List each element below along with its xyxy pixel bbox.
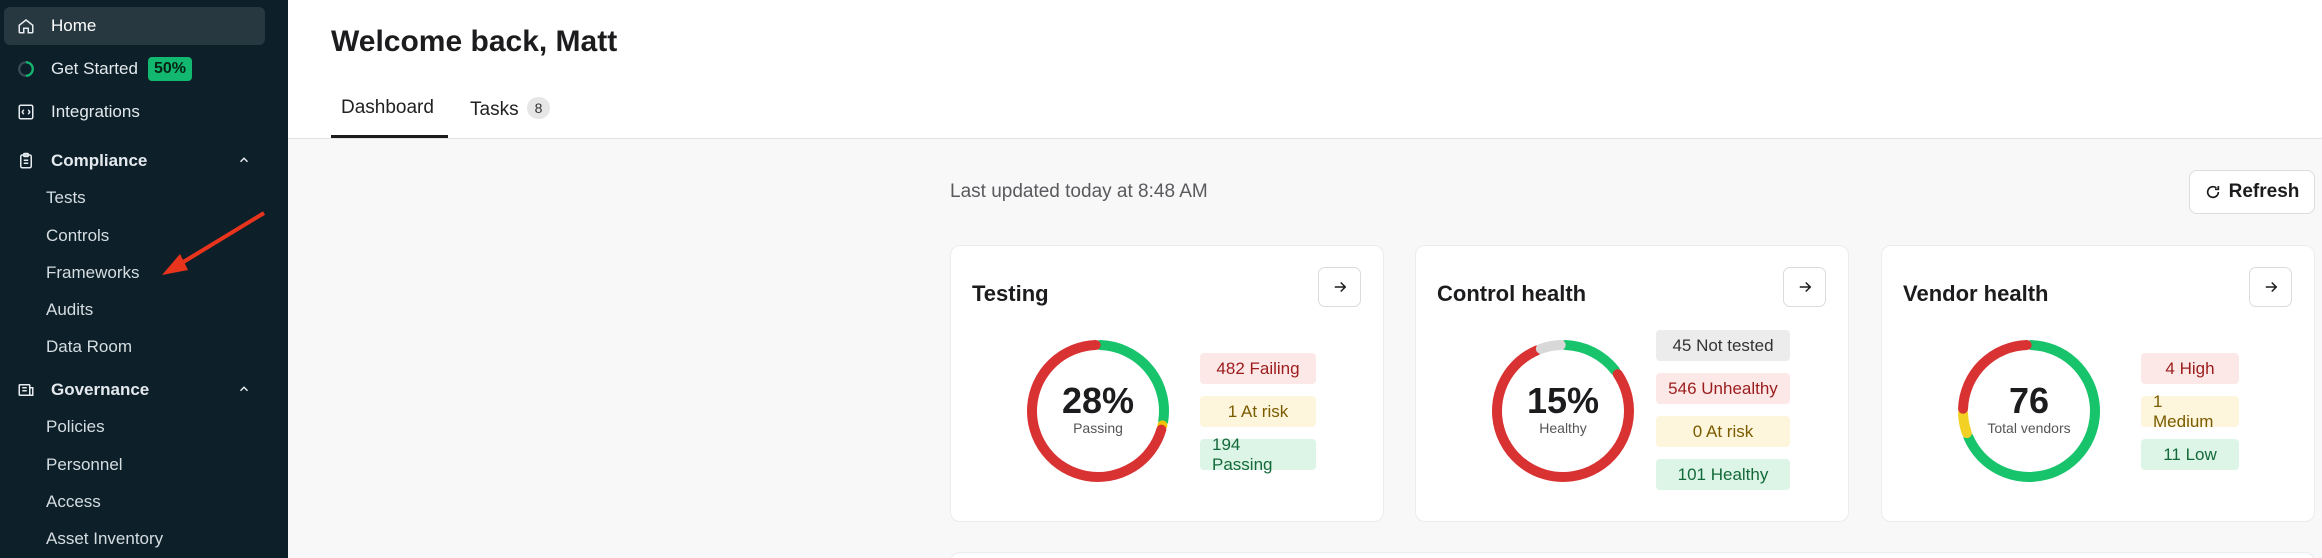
open-vendor-health-button[interactable] xyxy=(2249,267,2292,307)
status-badge-not-tested: 45 Not tested xyxy=(1656,330,1790,361)
control-health-donut-chart xyxy=(1492,340,1634,482)
sidebar-item-policies[interactable]: Policies xyxy=(46,417,105,436)
donut-segment-passing xyxy=(1095,340,1169,427)
sidebar-item-label: Get Started xyxy=(51,59,138,78)
last-updated-text: Last updated today at 8:48 AM xyxy=(950,181,1208,202)
arrow-right-icon xyxy=(2265,281,2277,293)
chevron-up-icon xyxy=(239,157,249,163)
sidebar-item-label: Home xyxy=(51,16,97,35)
sidebar-section-label: Compliance xyxy=(51,151,148,170)
sidebar-section-label: Governance xyxy=(51,380,150,399)
donut-label: Total vendors xyxy=(1987,420,2071,436)
status-badge-at-risk: 1 At risk xyxy=(1200,396,1316,427)
refresh-label: Refresh xyxy=(2228,181,2300,202)
status-badge-healthy: 101 Healthy xyxy=(1656,459,1790,490)
card-vendor-health: Vendor health 76 Total vendors 4 High 1 … xyxy=(1881,245,2315,522)
status-badge-unhealthy: 546 Unhealthy xyxy=(1656,373,1790,404)
donut-center: 28% Passing xyxy=(1023,380,1173,437)
sidebar-section-governance[interactable]: Governance xyxy=(4,371,265,409)
status-badge-at-risk: 0 At risk xyxy=(1656,416,1790,447)
arrow-right-icon xyxy=(1799,281,1811,293)
arrow-right-icon xyxy=(1334,281,1346,293)
donut-segment-healthy xyxy=(1560,340,1621,376)
sidebar-item-personnel[interactable]: Personnel xyxy=(46,455,123,474)
sidebar-item-data-room[interactable]: Data Room xyxy=(46,337,132,356)
home-icon xyxy=(17,17,35,35)
refresh-icon xyxy=(2206,185,2219,199)
sidebar-section-compliance[interactable]: Compliance xyxy=(4,142,265,180)
card-testing: Testing 28% Passing 482 Failing 1 At ris… xyxy=(950,245,1384,522)
chevron-up-icon xyxy=(239,386,249,392)
sidebar-item-home[interactable]: Home xyxy=(4,7,265,45)
progress-ring-icon xyxy=(17,60,35,78)
card-title: Control health xyxy=(1437,281,1587,306)
clipboard-icon xyxy=(17,152,35,170)
donut-label: Healthy xyxy=(1539,420,1587,436)
card-control-health: Control health 15% Healthy 45 Not tested… xyxy=(1415,245,1849,522)
tab-count-badge: 8 xyxy=(526,97,551,119)
card-title: Vendor health xyxy=(1903,281,2049,306)
open-testing-button[interactable] xyxy=(1318,267,1361,307)
status-badge-medium: 1 Medium xyxy=(2141,392,2239,431)
page-title: Welcome back, Matt xyxy=(331,25,618,58)
card-title: Testing xyxy=(972,281,1049,306)
sidebar-item-frameworks[interactable]: Frameworks xyxy=(46,263,140,282)
governance-icon xyxy=(17,381,35,399)
donut-value: 28% xyxy=(1061,380,1135,421)
progress-badge: 50% xyxy=(147,57,192,81)
status-badge-failing: 482 Failing xyxy=(1200,353,1316,384)
card-next-row xyxy=(950,552,2315,558)
sidebar-item-tests[interactable]: Tests xyxy=(46,188,86,207)
sidebar-item-audits[interactable]: Audits xyxy=(46,300,94,319)
refresh-button[interactable]: Refresh xyxy=(2189,170,2315,214)
sidebar-item-label: Integrations xyxy=(51,102,140,121)
header xyxy=(288,0,2322,139)
donut-center: 15% Healthy xyxy=(1488,380,1638,437)
donut-segment-failing xyxy=(1027,340,1167,482)
active-tab-indicator xyxy=(331,135,448,138)
donut-value: 76 xyxy=(2008,380,2050,421)
sidebar-item-asset-inventory[interactable]: Asset Inventory xyxy=(46,529,164,548)
sidebar-item-integrations[interactable]: Integrations xyxy=(4,93,265,131)
donut-segment-low xyxy=(1963,340,2100,482)
sidebar-item-get-started[interactable]: Get Started 50% xyxy=(4,50,265,88)
donut-center: 76 Total vendors xyxy=(1954,380,2104,437)
donut-segment-high xyxy=(1958,340,2032,414)
status-badge-passing: 194 Passing xyxy=(1200,435,1316,474)
open-control-health-button[interactable] xyxy=(1783,267,1826,307)
tab-label: Tasks xyxy=(470,99,519,120)
tab-tasks[interactable]: Tasks 8 xyxy=(470,97,551,121)
annotation-arrow-icon xyxy=(162,211,266,275)
donut-segment-not-tested xyxy=(1535,340,1566,354)
donut-label: Passing xyxy=(1073,420,1123,436)
status-badge-high: 4 High xyxy=(2141,353,2239,384)
donut-segment-unhealthy xyxy=(1492,345,1634,482)
sidebar-item-access[interactable]: Access xyxy=(46,492,101,511)
sidebar-item-controls[interactable]: Controls xyxy=(46,226,110,245)
sidebar: Home Get Started 50% Integrations Compli… xyxy=(0,0,288,558)
testing-donut-chart xyxy=(1027,340,1169,482)
integrations-icon xyxy=(17,103,35,121)
status-badge-low: 11 Low xyxy=(2141,439,2239,470)
tab-dashboard[interactable]: Dashboard xyxy=(341,97,434,118)
donut-value: 15% xyxy=(1526,380,1600,421)
vendor-health-donut-chart xyxy=(1958,340,2100,482)
